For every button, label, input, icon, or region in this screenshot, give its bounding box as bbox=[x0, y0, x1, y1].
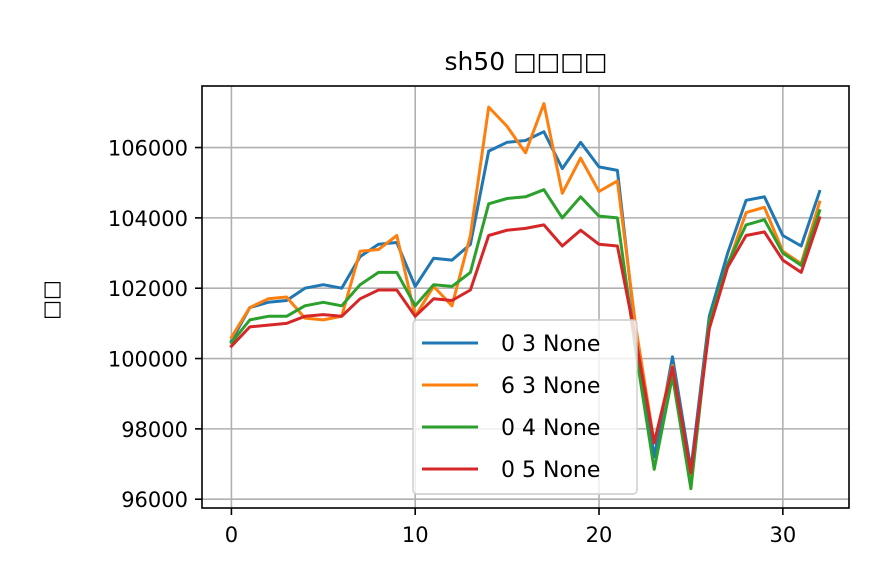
x-tick-label: 20 bbox=[586, 523, 613, 547]
y-tick-label: 98000 bbox=[121, 418, 188, 442]
y-tick-label: 100000 bbox=[108, 348, 188, 372]
legend-label: 0 3 None bbox=[501, 332, 600, 357]
series-lines bbox=[229, 102, 822, 491]
x-tick-label: 10 bbox=[402, 523, 429, 547]
legend-label: 6 3 None bbox=[501, 374, 600, 399]
x-tick-label: 0 bbox=[225, 523, 238, 547]
y-axis: 96000 98000 100000 102000 104000 106000 bbox=[108, 137, 202, 512]
legend-label: 0 5 None bbox=[501, 458, 600, 483]
y-tick-label: 104000 bbox=[108, 207, 188, 231]
x-tick-label: 30 bbox=[769, 523, 796, 547]
plot-frame bbox=[201, 85, 850, 509]
y-tick-label: 102000 bbox=[108, 277, 188, 301]
y-axis-label: □□ bbox=[39, 280, 63, 320]
legend: 0 3 None 6 3 None 0 4 None 0 5 None bbox=[412, 319, 638, 495]
y-tick-label: 106000 bbox=[108, 137, 188, 161]
x-axis: 0 10 20 30 bbox=[225, 508, 796, 547]
series-line-1 bbox=[229, 130, 822, 471]
y-tick-label: 96000 bbox=[121, 488, 188, 512]
series-line-4 bbox=[229, 215, 822, 475]
legend-box bbox=[412, 319, 638, 495]
legend-label: 0 4 None bbox=[501, 416, 600, 441]
chart-title: sh50 □□□□ bbox=[444, 47, 607, 76]
